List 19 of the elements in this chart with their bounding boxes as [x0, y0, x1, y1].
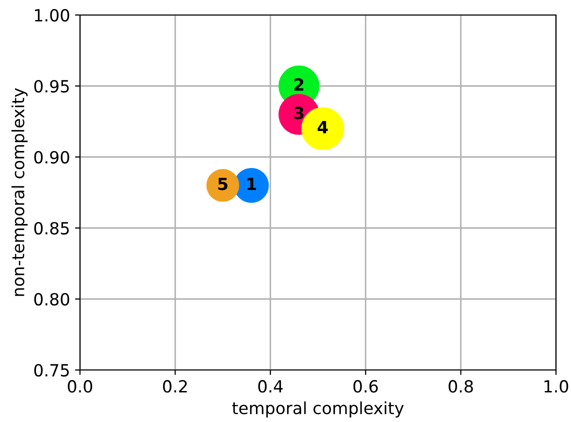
y-tick-label: 1.00	[35, 8, 70, 22]
x-tick-label: 0.6	[353, 380, 378, 393]
y-axis-title: non-temporal complexity	[11, 88, 28, 296]
annotation: 4	[318, 121, 328, 134]
annotation: 1	[247, 178, 256, 190]
x-tick-label: 0.0	[68, 380, 92, 393]
annotation: 3	[294, 106, 304, 120]
y-tick-label: 0.80	[34, 292, 70, 306]
y-tick-label: 0.75	[34, 364, 69, 377]
x-tick-label: 0.8	[448, 380, 473, 393]
annotation: 5	[218, 178, 228, 190]
x-tick-label: 0.4	[258, 380, 283, 393]
y-tick-label: 0.85	[34, 222, 69, 235]
x-axis-title: temporal complexity	[232, 401, 404, 418]
y-tick-label: 0.90	[34, 150, 70, 164]
y-tick-label: 0.95	[34, 80, 69, 93]
annotation: 2	[294, 78, 304, 91]
x-tick-label: 1.0	[544, 380, 568, 393]
x-tick-label: 0.2	[163, 380, 187, 393]
